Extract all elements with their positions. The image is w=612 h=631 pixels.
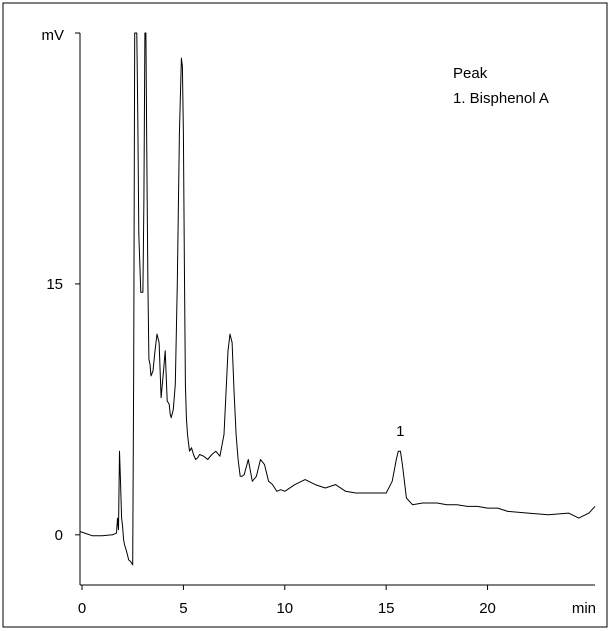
legend-entry-bisphenol-a: 1. Bisphenol A bbox=[453, 90, 549, 107]
y-tick-label-0: 0 bbox=[55, 527, 63, 544]
x-tick-label-20: 20 bbox=[479, 600, 496, 617]
x-tick-label-10: 10 bbox=[276, 600, 293, 617]
x-axis-unit-label: min bbox=[572, 600, 596, 617]
x-tick-label-15: 15 bbox=[378, 600, 395, 617]
x-tick-label-0: 0 bbox=[78, 600, 86, 617]
peak-1-label: 1 bbox=[396, 423, 404, 440]
tick-labels: 0 15 0 5 10 15 20 bbox=[46, 276, 496, 617]
legend-heading: Peak bbox=[453, 65, 488, 82]
axes bbox=[79, 33, 595, 586]
tick-marks bbox=[75, 32, 489, 590]
y-tick-label-15: 15 bbox=[46, 276, 63, 293]
x-tick-label-5: 5 bbox=[179, 600, 187, 617]
y-axis-unit-label: mV bbox=[42, 27, 65, 44]
chromatogram-trace bbox=[79, 32, 596, 566]
